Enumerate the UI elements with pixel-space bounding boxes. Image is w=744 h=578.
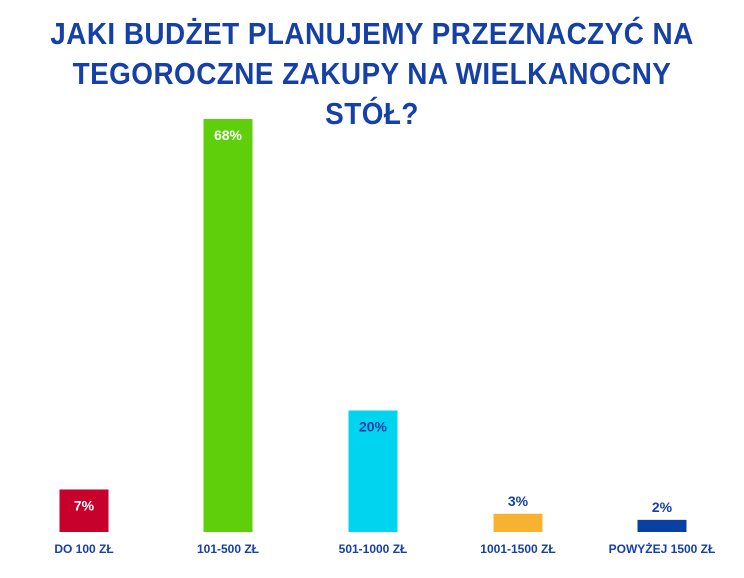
chart-title: JAKI BUDŻET PLANUJEMY PRZEZNACZYĆ NA TEG…: [37, 14, 707, 134]
bar-value-label-5: 2%: [652, 499, 673, 515]
category-label-4: 1001-1500 ZŁ: [480, 542, 555, 556]
bar-4: [493, 513, 543, 532]
category-label-3: 501-1000 ZŁ: [339, 542, 408, 556]
bar-value-label-2: 68%: [214, 127, 243, 143]
bar-3: [348, 410, 398, 532]
chart-title-line-1: JAKI BUDŻET PLANUJEMY PRZEZNACZYĆ NA: [50, 16, 694, 51]
bar-2: [203, 119, 253, 532]
bar-value-label-3: 20%: [359, 419, 388, 435]
bar-5: [637, 519, 687, 532]
bar-1: [59, 489, 109, 532]
chart-title-line-2: TEGOROCZNE ZAKUPY NA WIELKANOCNY STÓŁ?: [72, 56, 672, 131]
bar-value-label-1: 7%: [74, 497, 95, 513]
category-label-2: 101-500 ZŁ: [197, 542, 259, 556]
category-label-1: DO 100 ZŁ: [54, 542, 113, 556]
category-label-5: POWYŻEJ 1500 ZŁ: [609, 541, 716, 556]
bar-value-label-4: 3%: [508, 493, 529, 509]
